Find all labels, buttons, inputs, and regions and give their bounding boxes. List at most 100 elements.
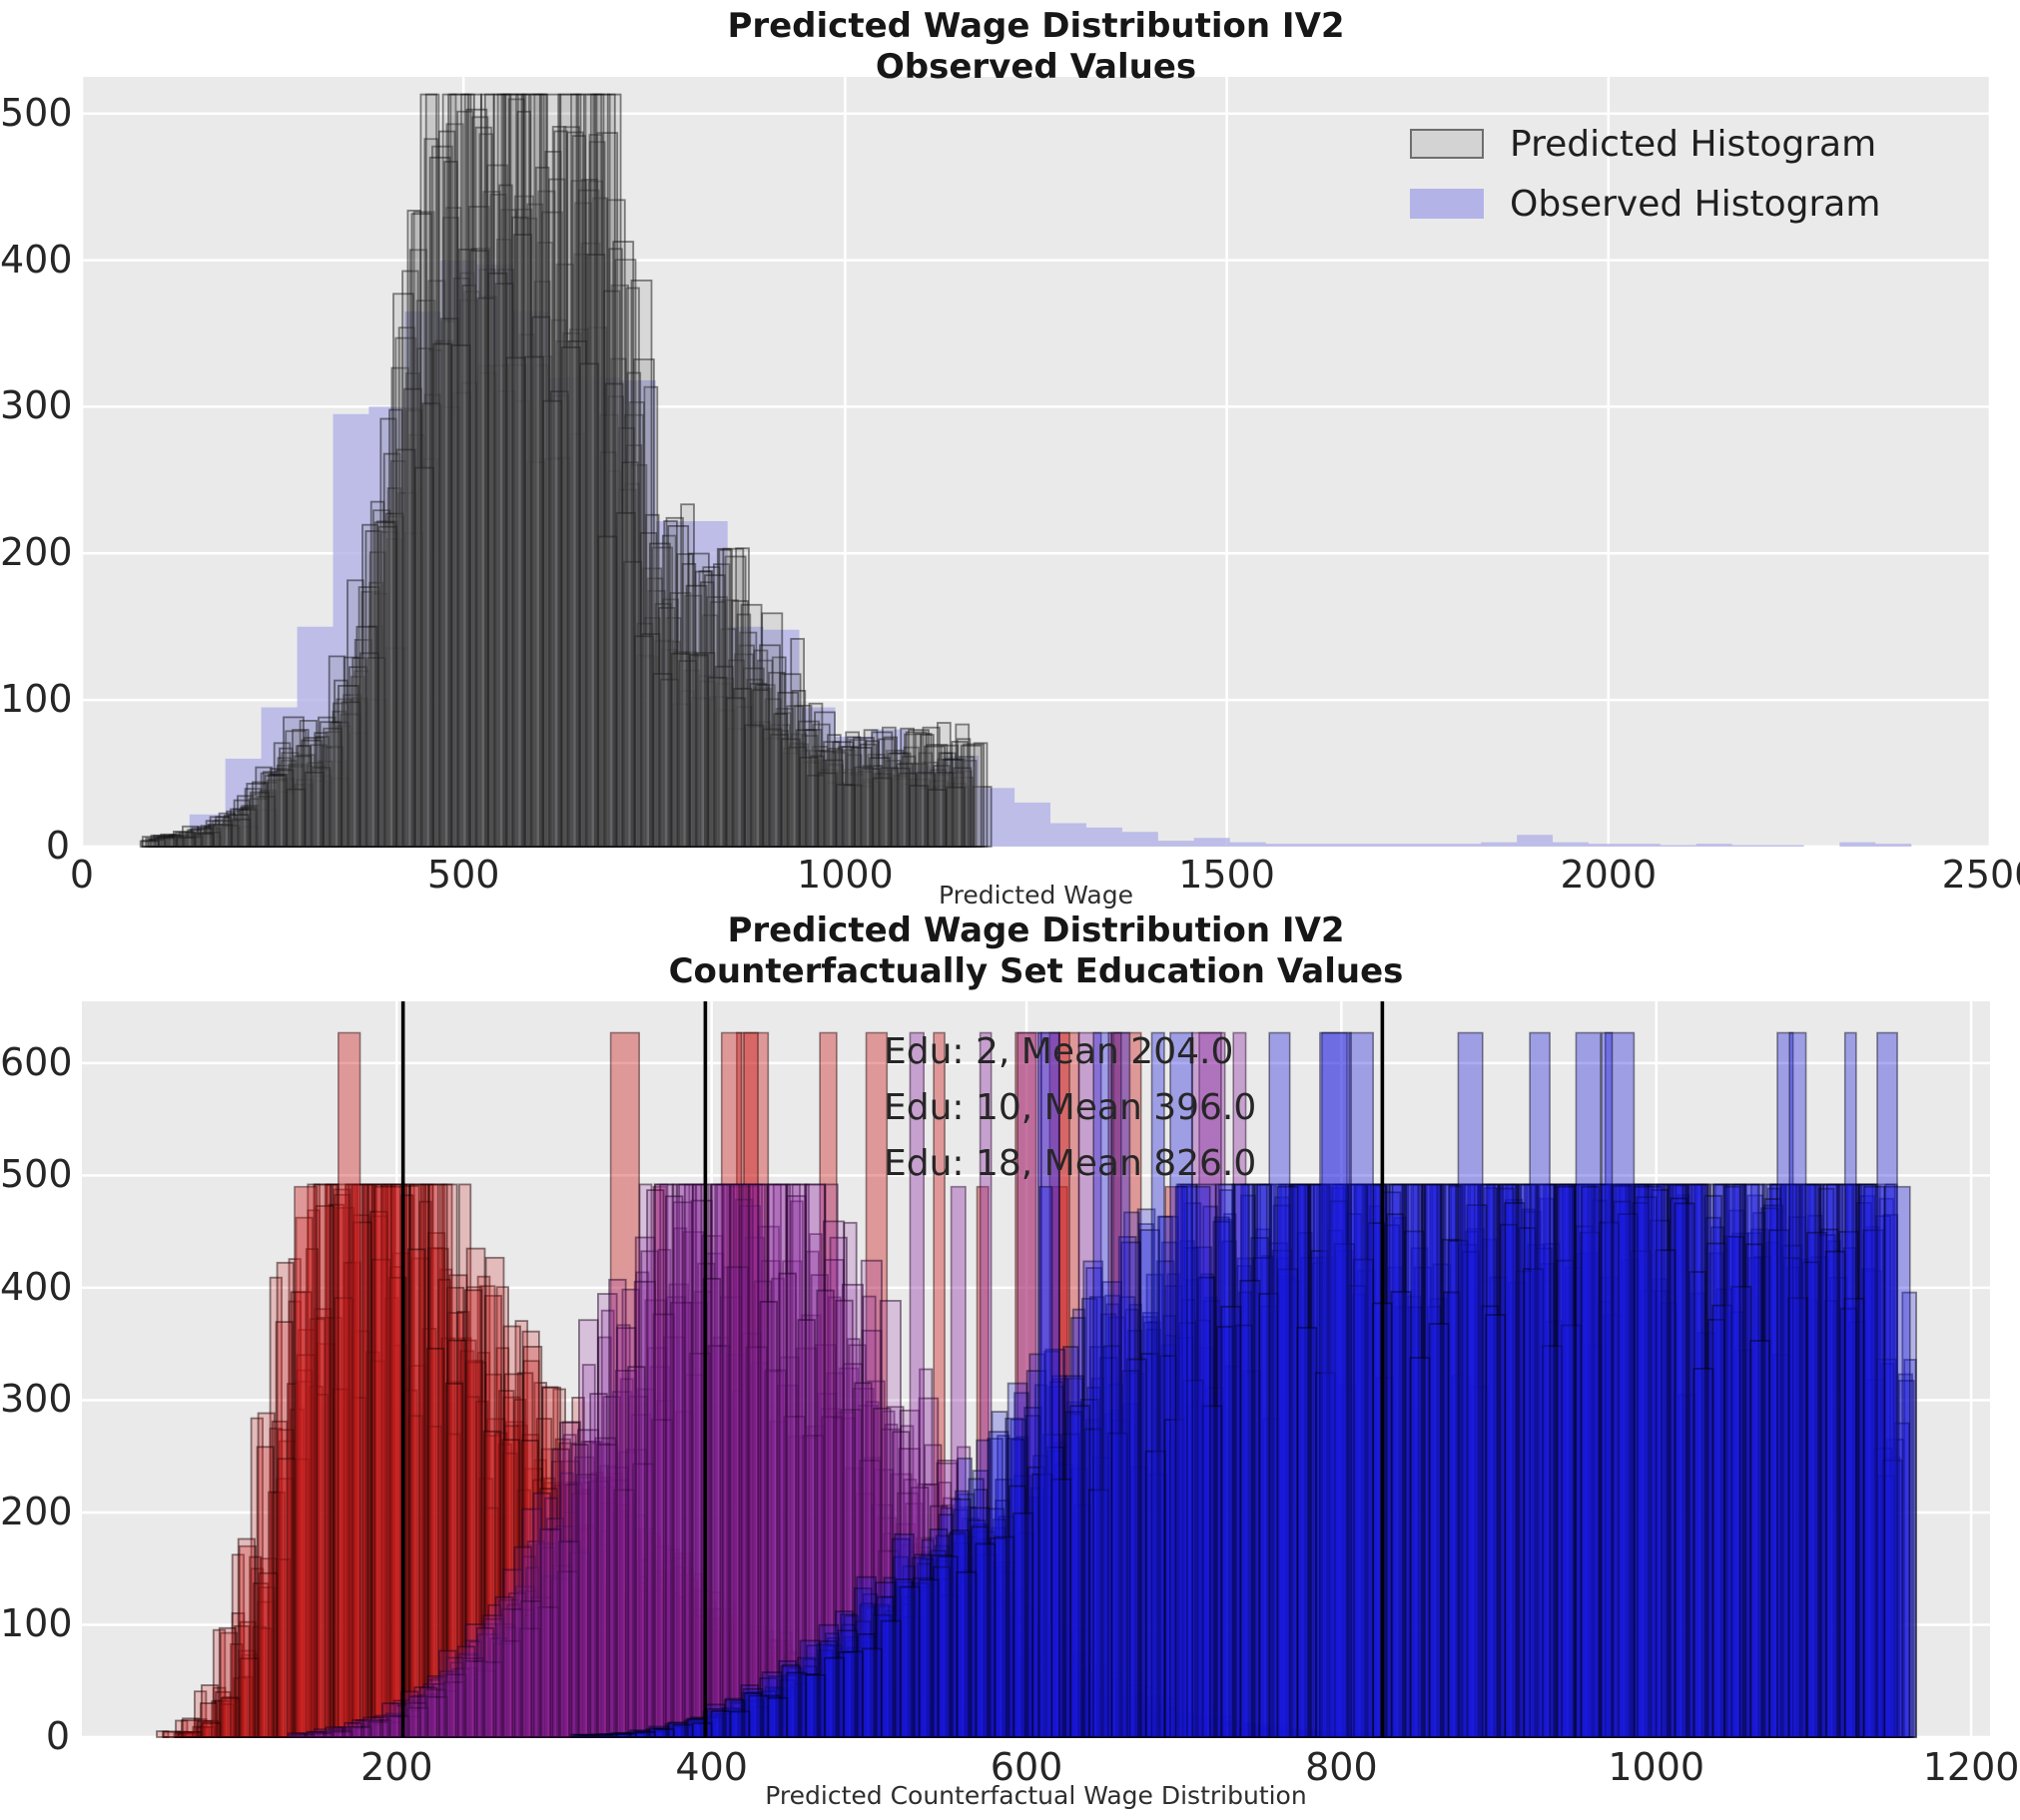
top-legend: Predicted Histogram Observed Histogram [1410,122,1880,226]
histogram-bar [570,1444,589,1738]
histogram-bar [1012,1512,1034,1738]
histogram-bar [447,93,470,848]
histogram-bar [306,1730,325,1738]
top-title-line1: Predicted Wage Distribution IV2 [727,6,1345,46]
histogram-bar [649,542,671,848]
histogram-bar [1601,1031,1614,1738]
bottom-x-tick-label: 400 [675,1745,748,1789]
histogram-bar [832,741,855,848]
histogram-bar [578,1734,600,1738]
top-y-tick-label: 500 [0,90,73,135]
histogram-bar [685,584,708,848]
histogram-bar [905,731,928,848]
histogram-bar [362,1716,381,1738]
histogram-bar [937,1555,959,1738]
histogram-bar [227,814,250,848]
histogram-bar [418,1686,438,1738]
bottom-x-tick-label: 200 [360,1745,433,1789]
histogram-bar [615,1733,637,1738]
bottom-x-tick-label: 1000 [1608,1745,1705,1789]
histogram-bar [704,574,726,848]
legend-label-edu10: Edu: 10, Mean 396.0 [884,1087,1257,1128]
histogram-bar [627,1366,646,1738]
top-plot-area [80,77,1992,849]
histogram-bar [1276,1185,1299,1738]
histogram-bar [759,644,781,848]
histogram-bar [667,525,690,848]
histogram-bar [191,827,214,848]
histogram-bar [994,1535,1015,1738]
histogram-bar [842,1650,864,1738]
histogram-bar [805,1674,827,1738]
histogram-bar [593,93,616,848]
histogram-bar [777,691,800,848]
histogram-bar [1557,1185,1576,1738]
histogram-bar [924,745,946,848]
histogram-bar [483,93,506,848]
histogram-bar [1390,1291,1412,1738]
histogram-bar [154,837,177,848]
legend-label-edu18: Edu: 18, Mean 826.0 [884,1143,1257,1184]
histogram-bar [1581,1185,1601,1738]
histogram-bar [814,711,836,848]
histogram-bar [1634,1185,1663,1738]
bottom-legend: Edu: 2, Mean 204.0 Edu: 10, Mean 396.0 E… [884,1024,1256,1192]
histogram-bar [795,729,818,848]
histogram-bar [465,108,488,848]
histogram-bar [956,1571,978,1738]
histogram-bar [410,213,433,848]
histogram-bar [869,757,891,848]
top-y-tick-label: 100 [0,677,73,722]
histogram-bar [710,1710,732,1738]
histogram-bar [209,816,232,848]
histogram-bar [475,1626,495,1738]
legend-label-predicted: Predicted Histogram [1510,123,1877,165]
histogram-bar [392,293,414,848]
histogram-bar [1692,1368,1714,1738]
histogram-bar [672,1723,694,1738]
legend-label-observed: Observed Histogram [1510,183,1881,225]
bottom-chart-title: Predicted Wage Distribution IV2 Counterf… [82,910,1990,992]
histogram-bar [1296,1327,1318,1738]
histogram-bar [532,1492,552,1738]
histogram-bar [1038,1185,1053,1738]
histogram-bar [880,1619,902,1738]
bottom-y-tick-label: 500 [0,1152,73,1197]
top-x-tick-label: 1000 [797,853,894,897]
histogram-bar [1788,1031,1807,1738]
histogram-bar [407,1248,426,1738]
histogram-bar [1069,1405,1091,1738]
histogram-bar [551,1448,570,1738]
histogram-bar [373,521,396,848]
histogram-bar [722,547,745,848]
histogram-bar [301,739,324,848]
top-x-tick-label: 2000 [1560,853,1658,897]
histogram-bar [1485,1314,1507,1738]
histogram-bar [1220,1305,1242,1738]
histogram-bar [597,1733,619,1738]
histogram-bar [162,1730,181,1738]
bottom-y-tick-label: 100 [0,1601,73,1646]
histogram-bar [630,279,653,848]
histogram-bar [691,1722,713,1738]
histogram-bar [538,93,561,848]
histogram-bar [634,1731,656,1738]
histogram-bar [1409,1357,1431,1738]
histogram-bar [665,1195,684,1738]
bottom-y-tick-label: 400 [0,1264,73,1309]
histogram-bar [646,1189,665,1738]
histogram-bar [557,93,580,848]
histogram-bar [653,1728,675,1738]
top-x-tick-label: 500 [426,853,500,897]
histogram-bar [513,1545,533,1738]
top-chart-title: Predicted Wage Distribution IV2 Observed… [82,6,1990,88]
bottom-x-tick-label: 800 [1305,1745,1378,1789]
histogram-bar [256,1446,275,1738]
histogram-bar [1504,1202,1526,1738]
legend-item-predicted: Predicted Histogram [1410,122,1880,166]
histogram-bar [494,1595,514,1738]
histogram-bar [428,156,451,848]
histogram-bar [1457,1031,1484,1738]
